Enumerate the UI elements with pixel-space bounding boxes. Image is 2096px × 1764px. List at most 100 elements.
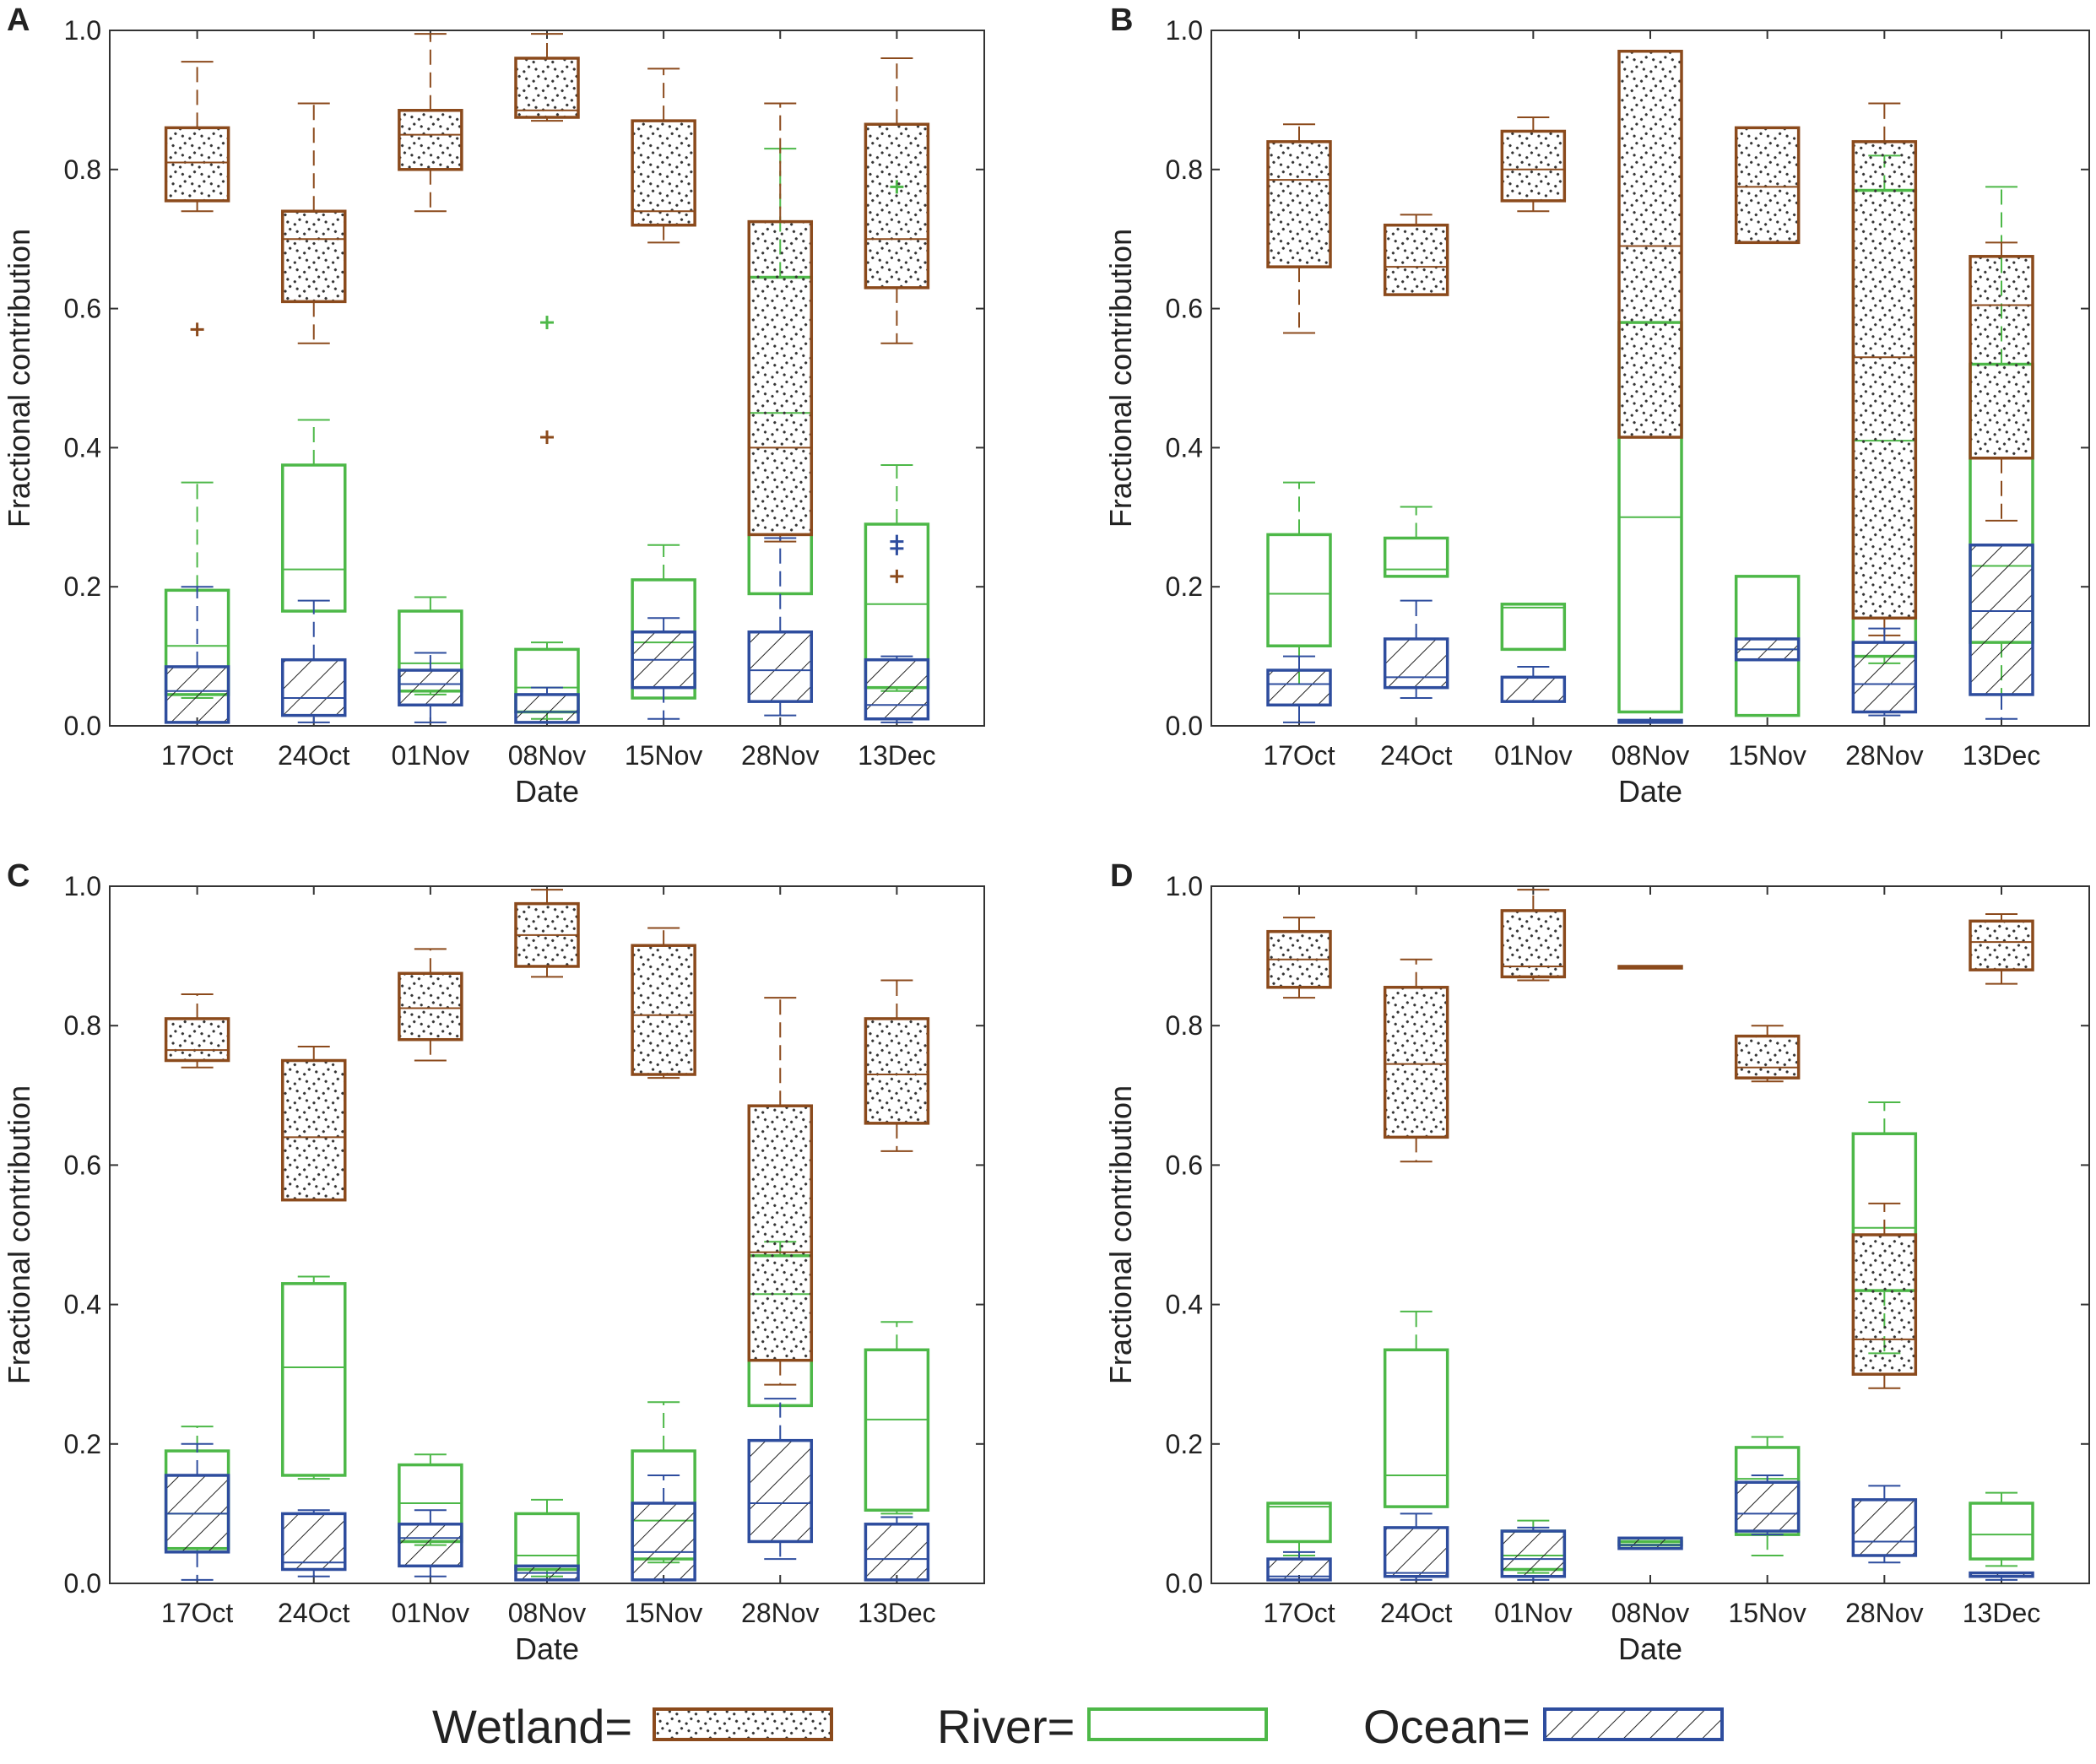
iqr-box <box>1266 140 1332 268</box>
ocean-box <box>1851 627 1918 717</box>
iqr-box <box>164 1017 230 1063</box>
wetland-box <box>1617 49 1683 439</box>
x-tick-label: 13Dec <box>1963 1598 2041 1628</box>
legend-swatch-wetland <box>653 1707 833 1741</box>
iqr-box <box>1734 126 1801 245</box>
wetland-box <box>1734 126 1801 245</box>
ocean-box <box>631 617 696 720</box>
x-tick-label: 13Dec <box>1963 740 2041 771</box>
x-tick-label: 13Dec <box>858 1598 936 1628</box>
ocean-box <box>398 652 463 723</box>
x-tick-label: 17Oct <box>161 1598 233 1628</box>
iqr-box <box>864 1017 930 1125</box>
y-tick-label: 0.6 <box>64 294 101 324</box>
panel-d: 0.0 0.2 0.4 0.6 0.8 1.0 17Oct 24Oct 01Nov 08Nov 15… <box>1103 858 2090 1666</box>
ocean-box <box>1969 544 2034 720</box>
wetland-box <box>1266 123 1332 334</box>
ocean-box <box>1266 655 1332 723</box>
panel-letter: B <box>1110 3 1133 38</box>
wetland-box <box>864 57 930 583</box>
iqr-box <box>398 1523 463 1568</box>
ocean-box <box>747 537 814 717</box>
series-wetland <box>164 33 930 583</box>
iqr-box <box>864 657 930 721</box>
wetland-box <box>514 889 580 978</box>
series-river <box>1266 1101 2034 1574</box>
wetland-box <box>1383 958 1449 1163</box>
y-axis-title: Fractional contribution <box>2 229 36 528</box>
x-tick-label: 15Nov <box>1728 1598 1806 1628</box>
wetland-box <box>514 33 580 445</box>
iqr-box <box>398 668 463 707</box>
ocean-box <box>1617 718 1683 724</box>
ocean-box <box>514 1564 580 1582</box>
ocean-box <box>747 1398 814 1561</box>
x-tick-label: 28Nov <box>1845 1598 1924 1628</box>
x-tick-label: 24Oct <box>278 740 349 771</box>
iqr-box <box>1500 603 1567 652</box>
x-tick-label: 01Nov <box>1494 1598 1573 1628</box>
river-box <box>1383 506 1449 578</box>
series-ocean <box>1266 544 2034 724</box>
river-box <box>1969 1491 2034 1567</box>
iqr-box <box>280 1512 347 1572</box>
x-tick-label: 01Nov <box>392 1598 470 1628</box>
iqr-box <box>1734 1480 1801 1533</box>
x-tick-label: 17Oct <box>1263 740 1335 771</box>
x-tick-label: 01Nov <box>392 740 470 771</box>
legend-swatch-river <box>1087 1707 1268 1741</box>
iqr-box <box>398 109 463 171</box>
y-tick-label: 0.0 <box>1166 1568 1203 1599</box>
x-tick-label: 08Nov <box>1611 1598 1690 1628</box>
iqr-box <box>1383 536 1449 578</box>
y-tick-label: 0.8 <box>1166 154 1203 185</box>
y-tick-label: 1.0 <box>1166 15 1203 46</box>
iqr-box <box>1851 1233 1918 1376</box>
wetland-box <box>280 102 347 344</box>
iqr-box <box>1383 986 1449 1139</box>
ocean-box <box>1383 1512 1449 1581</box>
y-tick-label: 0.0 <box>1166 711 1203 741</box>
river-box <box>280 1275 347 1480</box>
ocean-box <box>1851 1485 1918 1564</box>
river-box <box>1266 1502 1332 1556</box>
y-tick-label: 0.4 <box>64 432 101 463</box>
y-tick-label: 0.4 <box>64 1290 101 1320</box>
iqr-box <box>1617 1536 1683 1550</box>
series-wetland <box>1266 49 2034 636</box>
y-tick-label: 0.4 <box>1166 432 1203 463</box>
iqr-box <box>631 1502 696 1582</box>
x-axis-title: Date <box>1618 774 1682 809</box>
y-tick-label: 0.8 <box>64 1010 101 1041</box>
x-tick-label: 08Nov <box>1611 740 1690 771</box>
wetland-box <box>631 927 696 1080</box>
x-tick-label: 28Nov <box>741 740 820 771</box>
legend-label-river: River= <box>937 1700 1075 1753</box>
ocean-box <box>1500 1526 1567 1581</box>
iqr-box <box>747 219 814 537</box>
x-tick-label: 28Nov <box>1845 740 1924 771</box>
ocean-box <box>1969 1571 2034 1581</box>
y-tick-label: 0.6 <box>1166 294 1203 324</box>
series-wetland <box>164 889 930 1386</box>
iqr-box <box>1500 129 1567 203</box>
wetland-box <box>280 1045 347 1202</box>
x-axis-title: Date <box>515 1631 579 1666</box>
legend: Wetland= River= Ocean= <box>432 1700 1724 1753</box>
ocean-box <box>164 586 230 724</box>
series-ocean <box>164 1398 930 1582</box>
ocean-box <box>398 1509 463 1577</box>
x-tick-label: 15Nov <box>625 1598 703 1628</box>
iqr-box <box>864 1523 930 1582</box>
iqr-box <box>1266 1502 1332 1544</box>
x-tick-label: 17Oct <box>1263 1598 1335 1628</box>
river-box <box>280 419 347 613</box>
y-tick-label: 1.0 <box>64 871 101 901</box>
panel-b: 0.0 0.2 0.4 0.6 0.8 1.0 17Oct 24Oct 01Nov 08Nov 15… <box>1103 3 2090 809</box>
panels: 0.0 0.2 0.4 0.6 0.8 1.0 17Oct 24Oct 01Nov 08Nov 15… <box>2 3 2090 1666</box>
legend-swatch-ocean <box>1543 1707 1724 1741</box>
wetland-box <box>1734 1025 1801 1083</box>
ocean-box <box>631 1474 696 1582</box>
river-box <box>1266 481 1332 685</box>
iqr-box <box>164 665 230 724</box>
